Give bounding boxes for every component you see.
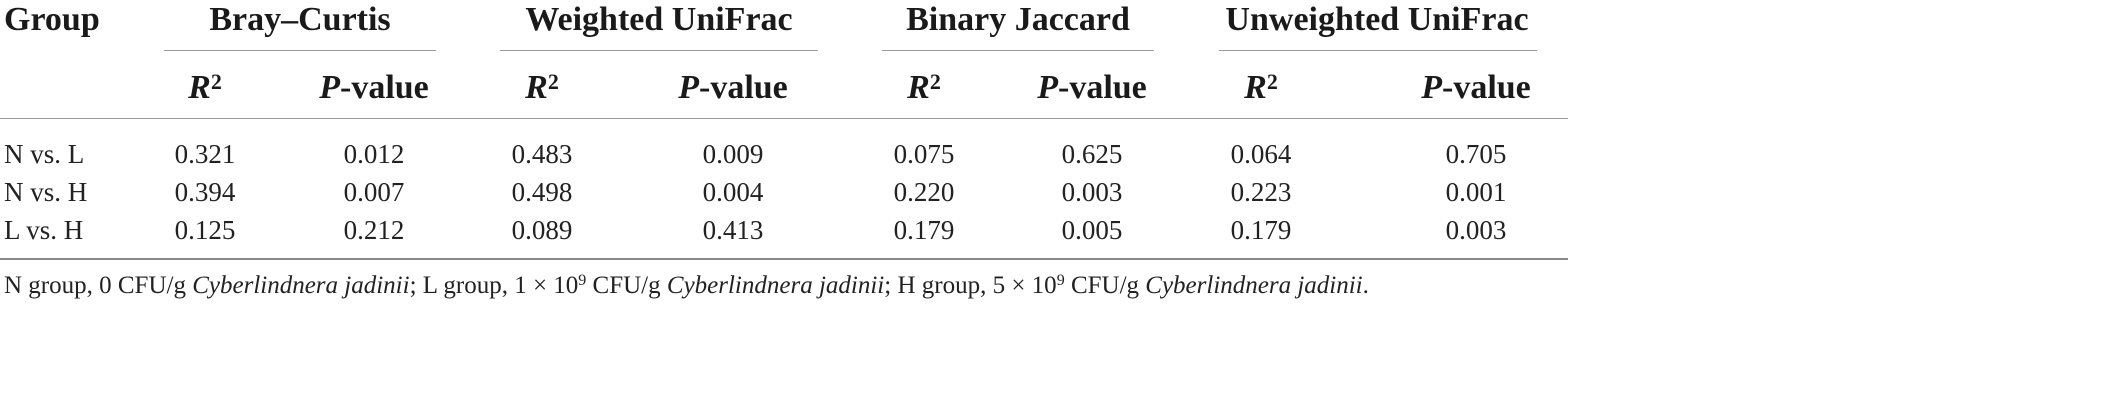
table-bottom-rule	[0, 258, 1568, 260]
subheader-r2-weighted: R2	[525, 69, 559, 106]
subheader-r2-bray: R2	[188, 69, 222, 106]
cell-value: 0.007	[343, 177, 405, 207]
cell-value: 0.212	[343, 215, 405, 245]
cell-value: 0.125	[174, 215, 236, 245]
cell-value: 0.004	[702, 177, 764, 207]
cell-value: 0.179	[1230, 215, 1292, 245]
metric-header-unweighted-unifrac: Unweighted UniFrac	[1225, 1, 1529, 38]
row-group-label: L vs. H	[4, 215, 84, 245]
weighted-unifrac-underline	[500, 50, 818, 51]
cell-value: 0.009	[702, 139, 764, 169]
metric-header-binary-jaccard: Binary Jaccard	[906, 1, 1130, 38]
cell-value: 0.075	[893, 139, 955, 169]
metric-header-bray-curtis: Bray–Curtis	[209, 1, 391, 38]
cell-value: 0.498	[511, 177, 573, 207]
table-footnote: N group, 0 CFU/g Cyberlindnera jadinii; …	[4, 272, 1369, 299]
cell-value: 0.003	[1445, 215, 1507, 245]
subheader-pvalue-weighted: P-value	[678, 69, 788, 106]
cell-value: 0.413	[702, 215, 764, 245]
cell-value: 0.220	[893, 177, 955, 207]
subheader-pvalue-bray: P-value	[319, 69, 429, 106]
subheader-pvalue-unweighted: P-value	[1421, 69, 1531, 106]
subheader-r2-unweighted: R2	[1244, 69, 1278, 106]
cell-value: 0.005	[1061, 215, 1123, 245]
unweighted-unifrac-underline	[1219, 50, 1537, 51]
subheader-pvalue-jaccard: P-value	[1037, 69, 1147, 106]
cell-value: 0.003	[1061, 177, 1123, 207]
cell-value: 0.012	[343, 139, 405, 169]
cell-value: 0.483	[511, 139, 573, 169]
cell-value: 0.064	[1230, 139, 1292, 169]
cell-value: 0.223	[1230, 177, 1292, 207]
row-group-label: N vs. L	[4, 139, 85, 169]
cell-value: 0.394	[174, 177, 236, 207]
row-group-label: N vs. H	[4, 177, 88, 207]
cell-value: 0.321	[174, 139, 236, 169]
subheader-r2-jaccard: R2	[907, 69, 941, 106]
cell-value: 0.001	[1445, 177, 1507, 207]
cell-value: 0.089	[511, 215, 573, 245]
cell-value: 0.625	[1061, 139, 1123, 169]
cell-value: 0.705	[1445, 139, 1507, 169]
group-column-header: Group	[4, 1, 100, 38]
header-bottom-rule	[0, 118, 1568, 119]
binary-jaccard-underline	[882, 50, 1154, 51]
bray-curtis-underline	[164, 50, 436, 51]
metric-header-weighted-unifrac: Weighted UniFrac	[525, 1, 793, 38]
cell-value: 0.179	[893, 215, 955, 245]
